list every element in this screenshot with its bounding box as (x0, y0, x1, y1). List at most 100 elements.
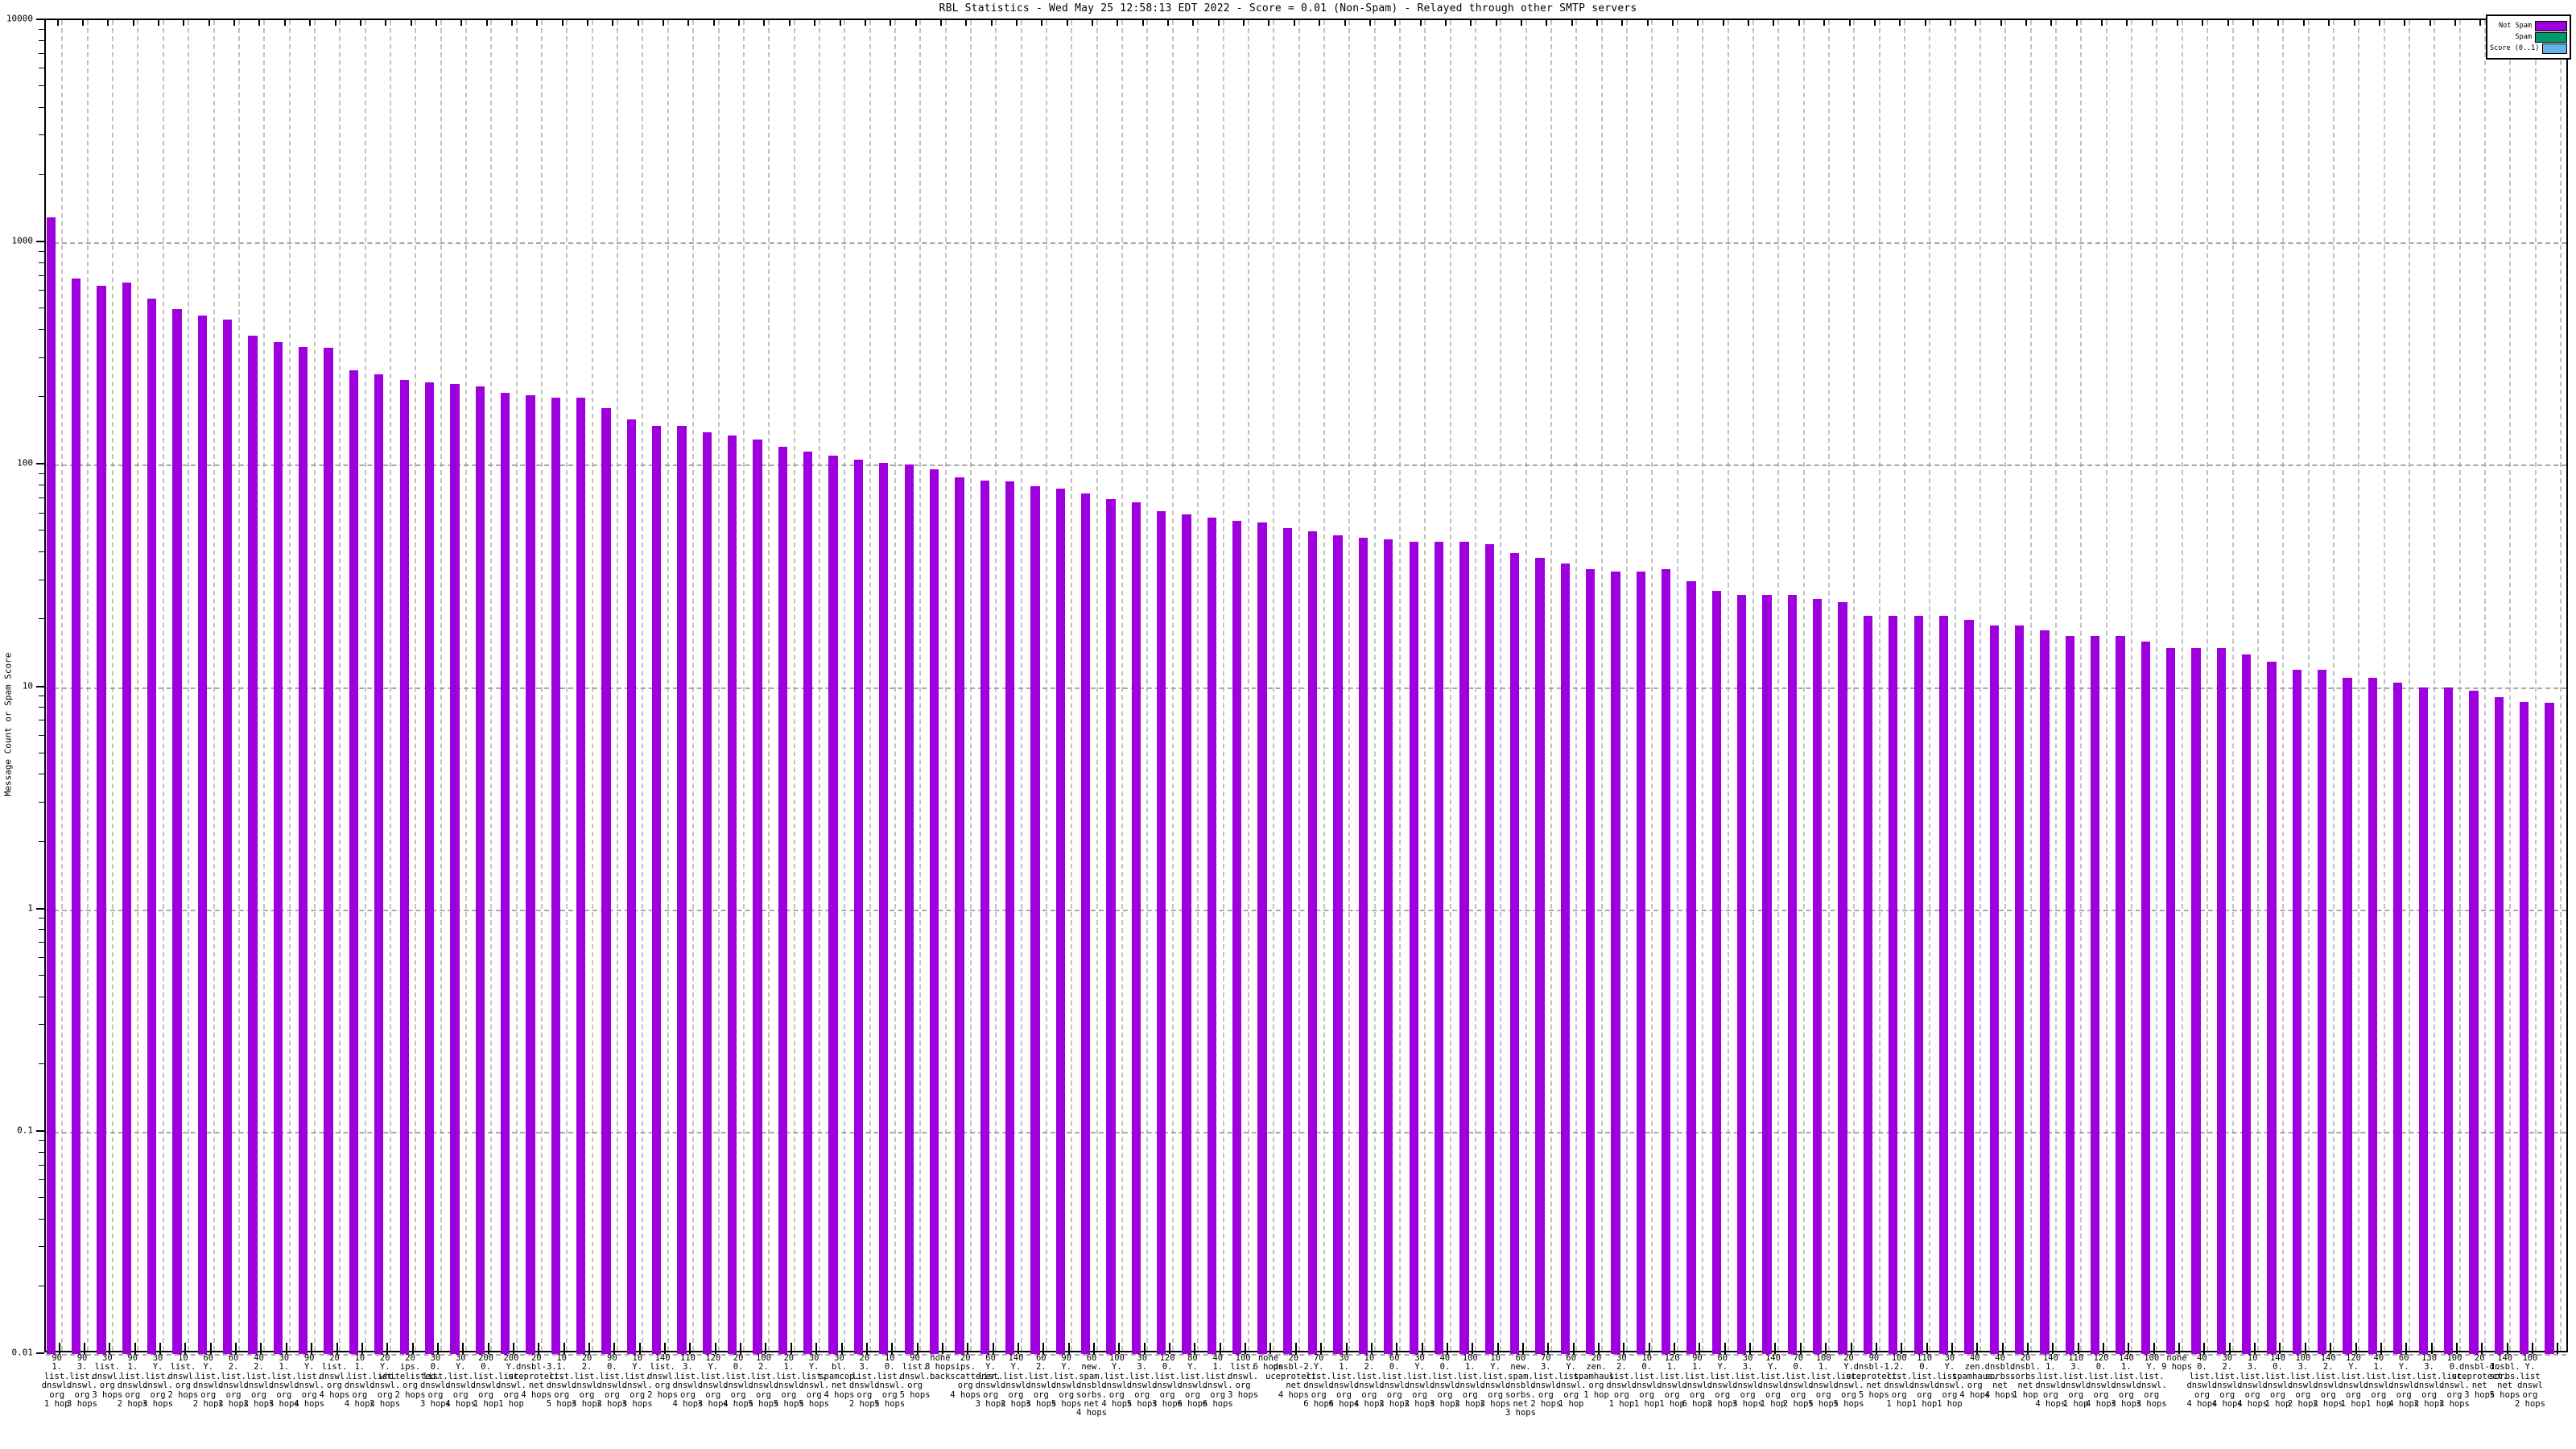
x-tick (1245, 1343, 1247, 1354)
y-tick-minor (39, 262, 44, 263)
x-tick (1724, 1343, 1726, 1354)
bar (904, 464, 914, 1354)
gridline-vertical (1550, 20, 1553, 1351)
gridline-vertical (490, 20, 493, 1351)
x-tick-top (258, 19, 261, 26)
gridline-vertical (2004, 20, 2007, 1351)
x-axis-label: 120 Y. list. dnswl. org 1 hop (2338, 1353, 2369, 1410)
gridline-vertical (1676, 20, 1678, 1351)
gridline-vertical (2282, 20, 2285, 1351)
x-tick-top (2479, 19, 2482, 26)
x-tick (815, 1343, 818, 1354)
x-axis-label: 140 Y. list. dnswl. org 1 hop (1757, 1353, 1789, 1410)
bar (1737, 594, 1747, 1354)
x-tick-top (1217, 19, 1220, 26)
gridline-vertical (2055, 20, 2058, 1351)
gridline-vertical (112, 20, 114, 1351)
x-tick-top (132, 19, 134, 26)
y-tick-minor (39, 357, 44, 358)
y-tick-label: 10 (22, 680, 33, 691)
y-tick-minor (39, 1246, 44, 1248)
horizontal-gridlines (46, 20, 2566, 1356)
bar (1636, 572, 1645, 1354)
bar (1787, 594, 1798, 1354)
bar (1509, 553, 1520, 1354)
bar (2116, 635, 2125, 1354)
gridline-vertical (2408, 20, 2410, 1351)
bar (1257, 522, 1267, 1354)
x-tick (1825, 1343, 1827, 1354)
gridline-vertical (137, 20, 139, 1351)
x-tick (336, 1343, 338, 1354)
x-tick-top (1243, 19, 1245, 26)
x-tick-top (2404, 19, 2406, 26)
gridline-vertical (1575, 20, 1578, 1351)
bar (2368, 678, 2378, 1354)
x-axis-label: 120 0. list. dnswl. org 3 hops (1152, 1353, 1183, 1410)
x-tick-top (2050, 19, 2053, 26)
bar (500, 393, 510, 1354)
x-axis-label: 200 0. list. dnswl. org 1 hop (470, 1353, 502, 1410)
bar (1964, 620, 1974, 1354)
x-axis-label: 20 Y. list. dnswl. org 2 hops (369, 1353, 401, 1410)
bar (1434, 542, 1444, 1354)
x-tick-top (1368, 19, 1371, 26)
x-axis-label: 10 Y. list. dnswl. org 3 hops (621, 1353, 653, 1410)
x-tick-top (1167, 19, 1170, 26)
bar (828, 455, 838, 1354)
gridline-vertical (515, 20, 518, 1351)
x-tick (1850, 1343, 1852, 1354)
x-tick-top (536, 19, 539, 26)
x-tick-top (435, 19, 437, 26)
x-tick-top (839, 19, 841, 26)
bar (702, 431, 712, 1354)
x-tick-top (1546, 19, 1548, 26)
gridline-horizontal (46, 687, 2566, 689)
gridline-vertical (1046, 20, 1048, 1351)
gridline-vertical (1727, 20, 1729, 1351)
x-tick (1294, 1343, 1297, 1354)
x-axis-label: 60 Y. list. dnswl. org 2 hops (1707, 1353, 1738, 1410)
gridline-vertical (1475, 20, 1477, 1351)
x-axis-label: 20 dnsbl-1. uceprotect. net 3 hops (2451, 1353, 2508, 1400)
x-tick (2153, 1343, 2155, 1354)
bar (2090, 635, 2100, 1354)
gridline-vertical (2231, 20, 2234, 1351)
x-tick-top (2429, 19, 2431, 26)
x-tick (2001, 1343, 2004, 1354)
y-tick-major (36, 463, 44, 465)
y-tick-label: 10000 (6, 13, 33, 24)
x-axis-label: 20 zen. spamhaus. org 1 hop (1573, 1353, 1620, 1400)
legend-item: Score (0..1) (2490, 43, 2567, 54)
x-axis-label: 40 2. list. dnswl. org 2 hops (243, 1353, 275, 1410)
gridline-vertical (1247, 20, 1249, 1351)
x-tick (159, 1343, 162, 1354)
x-axis-label: 120 Y. list. dnswl. org 3 hops (697, 1353, 729, 1410)
x-tick (1598, 1343, 1600, 1354)
x-tick-top (612, 19, 614, 26)
x-axis-label: 30 list. dnswl. org 3 hops (92, 1353, 123, 1400)
x-tick (916, 1343, 919, 1354)
x-axis-label: 20 3. list. dnswl. org 2 hops (848, 1353, 880, 1410)
legend-swatch (2542, 43, 2567, 54)
x-tick (487, 1343, 489, 1354)
bar (2393, 682, 2403, 1354)
gridline-vertical (793, 20, 795, 1351)
gridline-vertical (1752, 20, 1754, 1351)
y-tick-minor (39, 801, 44, 803)
gridline-vertical (86, 20, 89, 1351)
bar (2216, 647, 2226, 1354)
gridline-horizontal (46, 1354, 2566, 1356)
x-tick-top (1748, 19, 1750, 26)
x-tick (1143, 1343, 1146, 1354)
gridline-vertical (995, 20, 997, 1351)
x-tick (134, 1343, 136, 1354)
bar (71, 278, 81, 1354)
gridline-vertical (692, 20, 695, 1351)
x-tick-top (1495, 19, 1497, 26)
x-tick (2228, 1343, 2231, 1354)
bar (248, 336, 258, 1354)
bar (399, 380, 409, 1354)
x-axis-label: 140 Y. list. dnswl. org 2 hops (1001, 1353, 1031, 1410)
x-tick (588, 1343, 591, 1354)
